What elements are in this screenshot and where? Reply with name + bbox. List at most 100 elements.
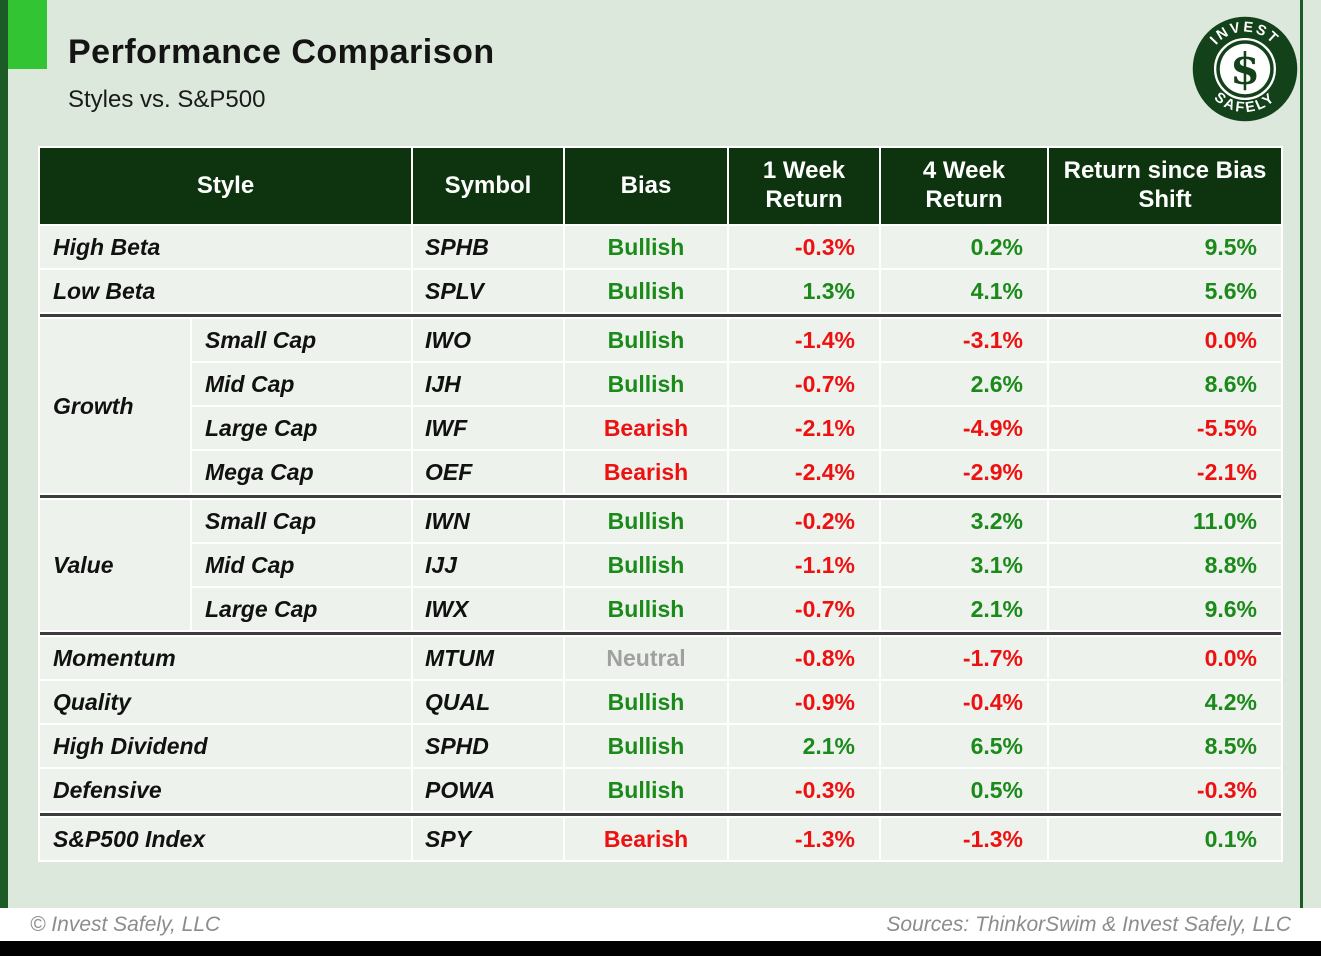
return-4w-cell: 2.6% [881, 363, 1047, 405]
return-1w-cell: -0.7% [729, 363, 879, 405]
style-cell: Quality [40, 681, 411, 723]
return-4w-cell: 4.1% [881, 270, 1047, 312]
table-header-row: Style Symbol Bias 1 Week Return 4 Week R… [40, 148, 1281, 224]
return-since-cell: 8.6% [1049, 363, 1281, 405]
symbol-cell: IJH [413, 363, 563, 405]
bias-cell: Bullish [565, 319, 727, 361]
bias-cell: Bullish [565, 769, 727, 811]
return-4w-cell: -3.1% [881, 319, 1047, 361]
return-1w-cell: -1.1% [729, 544, 879, 586]
bottom-black-bar [0, 941, 1321, 956]
col-header-return-since-bias-shift: Return since Bias Shift [1049, 148, 1281, 224]
symbol-cell: QUAL [413, 681, 563, 723]
symbol-cell: MTUM [413, 637, 563, 679]
table-row: Value Small Cap IWN Bullish -0.2% 3.2% 1… [40, 500, 1281, 630]
bias-cell: Bullish [565, 363, 727, 405]
bias-cell: Bullish [565, 270, 727, 312]
col-header-bias: Bias [565, 148, 727, 224]
return-1w-cell: -1.4% [729, 319, 879, 361]
performance-table: Style Symbol Bias 1 Week Return 4 Week R… [38, 146, 1283, 862]
table-row: Growth Small Cap IWO Bullish -1.4% -3.1%… [40, 319, 1281, 493]
bias-cell: Bullish [565, 226, 727, 268]
return-4w-cell: -4.9% [881, 407, 1047, 449]
return-since-cell: 0.0% [1049, 319, 1281, 361]
table-row: Quality QUAL Bullish -0.9% -0.4% 4.2% [40, 681, 1281, 723]
return-since-cell: 0.0% [1049, 637, 1281, 679]
return-4w-cell: -1.7% [881, 637, 1047, 679]
group-separator [40, 314, 1281, 317]
style-cell: Momentum [40, 637, 411, 679]
logo-inner-ring [1213, 37, 1277, 101]
bias-cell: Bullish [565, 588, 727, 630]
table-row: Mega Cap OEF Bearish -2.4% -2.9% -2.1% [40, 451, 1281, 493]
return-4w-cell: 0.2% [881, 226, 1047, 268]
return-4w-cell: 3.2% [881, 500, 1047, 542]
table-row: Low Beta SPLV Bullish 1.3% 4.1% 5.6% [40, 270, 1281, 312]
return-4w-cell: 0.5% [881, 769, 1047, 811]
table-row: Large Cap IWF Bearish -2.1% -4.9% -5.5% [40, 407, 1281, 449]
return-1w-cell: -0.7% [729, 588, 879, 630]
return-1w-cell: -0.3% [729, 226, 879, 268]
bias-cell: Bearish [565, 818, 727, 860]
return-1w-cell: -1.3% [729, 818, 879, 860]
style-group-cell: Value [40, 500, 190, 630]
return-1w-cell: -2.4% [729, 451, 879, 493]
return-1w-cell: -0.2% [729, 500, 879, 542]
footer-sources: Sources: ThinkorSwim & Invest Safely, LL… [886, 912, 1291, 936]
bias-cell: Bullish [565, 681, 727, 723]
return-1w-cell: 2.1% [729, 725, 879, 767]
substyle-cell: Large Cap [192, 407, 411, 449]
symbol-cell: IWF [413, 407, 563, 449]
bias-cell: Bullish [565, 544, 727, 586]
footer: © Invest Safely, LLC Sources: ThinkorSwi… [0, 908, 1321, 941]
symbol-cell: POWA [413, 769, 563, 811]
symbol-cell: OEF [413, 451, 563, 493]
return-since-cell: 9.5% [1049, 226, 1281, 268]
table-row: S&P500 Index SPY Bearish -1.3% -1.3% 0.1… [40, 818, 1281, 860]
table-row: High Beta SPHB Bullish -0.3% 0.2% 9.5% [40, 226, 1281, 268]
return-1w-cell: -2.1% [729, 407, 879, 449]
return-since-cell: 11.0% [1049, 500, 1281, 542]
col-header-style: Style [40, 148, 411, 224]
return-4w-cell: -1.3% [881, 818, 1047, 860]
return-since-cell: 8.8% [1049, 544, 1281, 586]
col-header-4-week-return: 4 Week Return [881, 148, 1047, 224]
return-since-cell: -5.5% [1049, 407, 1281, 449]
bias-cell: Neutral [565, 637, 727, 679]
group-separator [40, 495, 1281, 498]
return-4w-cell: -0.4% [881, 681, 1047, 723]
style-cell: Defensive [40, 769, 411, 811]
right-edge-bar [1300, 0, 1303, 908]
footer-copyright: © Invest Safely, LLC [30, 912, 221, 936]
page-title: Performance Comparison [68, 33, 495, 71]
symbol-cell: IJJ [413, 544, 563, 586]
return-since-cell: 5.6% [1049, 270, 1281, 312]
table-row: Large Cap IWX Bullish -0.7% 2.1% 9.6% [40, 588, 1281, 630]
return-4w-cell: 3.1% [881, 544, 1047, 586]
bias-cell: Bearish [565, 407, 727, 449]
return-4w-cell: -2.9% [881, 451, 1047, 493]
return-1w-cell: 1.3% [729, 270, 879, 312]
bias-cell: Bullish [565, 500, 727, 542]
return-since-cell: 9.6% [1049, 588, 1281, 630]
symbol-cell: SPHD [413, 725, 563, 767]
substyle-cell: Large Cap [192, 588, 411, 630]
col-header-symbol: Symbol [413, 148, 563, 224]
style-cell: Low Beta [40, 270, 411, 312]
table-row: Mid Cap IJJ Bullish -1.1% 3.1% 8.8% [40, 544, 1281, 586]
group-separator [40, 813, 1281, 816]
accent-square [8, 0, 47, 69]
left-edge-bar [0, 0, 8, 908]
invest-safely-logo: INVEST SAFELY $ [1192, 16, 1298, 122]
return-since-cell: -0.3% [1049, 769, 1281, 811]
substyle-cell: Mid Cap [192, 363, 411, 405]
style-cell: High Dividend [40, 725, 411, 767]
return-1w-cell: -0.8% [729, 637, 879, 679]
symbol-cell: SPY [413, 818, 563, 860]
group-separator [40, 632, 1281, 635]
logo-monogram: $ [1230, 45, 1260, 95]
logo-center-disc [1219, 43, 1271, 95]
bias-cell: Bullish [565, 725, 727, 767]
table-row: Defensive POWA Bullish -0.3% 0.5% -0.3% [40, 769, 1281, 811]
table-row: Momentum MTUM Neutral -0.8% -1.7% 0.0% [40, 637, 1281, 679]
